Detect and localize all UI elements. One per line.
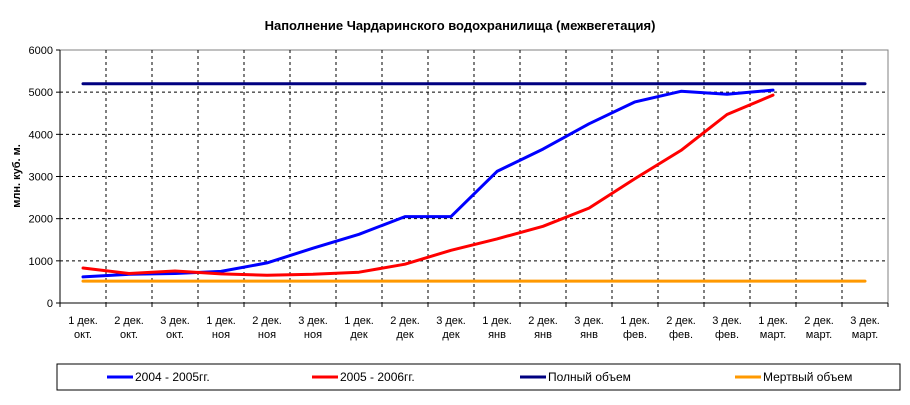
x-tick-sublabel: янв — [534, 329, 552, 341]
x-tick-sublabel: ноя — [258, 329, 276, 341]
legend-label: Мертвый объем — [763, 370, 852, 384]
x-tick-sublabel: дек — [396, 329, 414, 341]
x-tick-label: 2 дек. — [528, 315, 558, 327]
x-tick-label: 3 дек. — [850, 315, 880, 327]
x-tick-label: 1 дек. — [758, 315, 788, 327]
legend: 2004 - 2005гг. 2005 - 2006гг. Полный объем… — [56, 363, 901, 391]
x-tick-sublabel: март. — [806, 329, 832, 341]
y-tick-label: 1000 — [29, 256, 53, 268]
x-tick-sublabel: янв — [580, 329, 598, 341]
y-tick-label: 3000 — [29, 172, 53, 184]
plot-area: 0 1000 2000 3000 4000 5000 6000 1 дек. окт. 2 дек… — [29, 45, 889, 341]
x-tick-label: 1 дек. — [206, 315, 236, 327]
x-tick-label: 1 дек. — [620, 315, 650, 327]
x-tick-sublabel: ноя — [212, 329, 230, 341]
x-tick-sublabel: март. — [760, 329, 786, 341]
y-axis-label: млн. куб. м. — [11, 144, 23, 208]
x-tick-sublabel: окт. — [74, 329, 92, 341]
x-tick-sublabel: март. — [852, 329, 878, 341]
y-tick-label: 5000 — [29, 87, 53, 99]
x-tick-sublabel: дек — [442, 329, 460, 341]
legend-label: Полный объем — [548, 370, 631, 384]
x-tick-label: 2 дек. — [666, 315, 696, 327]
x-tick-sublabel: окт. — [166, 329, 184, 341]
x-tick-sublabel: фев. — [715, 329, 739, 341]
chart-title: Наполнение Чардаринского водохранилища (… — [265, 18, 656, 33]
x-tick-label: 3 дек. — [298, 315, 328, 327]
y-tick-label: 6000 — [29, 45, 53, 57]
x-tick-sublabel: янв — [488, 329, 506, 341]
x-tick-sublabel: ноя — [304, 329, 322, 341]
x-tick-label: 2 дек. — [114, 315, 144, 327]
x-tick-label: 2 дек. — [390, 315, 420, 327]
legend-label: 2005 - 2006гг. — [340, 370, 415, 384]
y-tick-label: 4000 — [29, 129, 53, 141]
x-tick-sublabel: дек — [350, 329, 368, 341]
x-tick-label: 3 дек. — [160, 315, 190, 327]
x-tick-sublabel: фев. — [623, 329, 647, 341]
legend-label: 2004 - 2005гг. — [135, 370, 210, 384]
x-tick-sublabel: окт. — [120, 329, 138, 341]
x-tick-label: 3 дек. — [712, 315, 742, 327]
x-tick-sublabel: фев. — [669, 329, 693, 341]
x-tick-label: 2 дек. — [252, 315, 282, 327]
x-tick-label: 2 дек. — [804, 315, 834, 327]
x-tick-label: 3 дек. — [436, 315, 466, 327]
x-tick-label: 1 дек. — [344, 315, 374, 327]
x-tick-label: 1 дек. — [482, 315, 512, 327]
y-tick-label: 0 — [47, 298, 53, 310]
series-line-1 — [81, 93, 775, 277]
x-tick-label: 1 дек. — [68, 315, 98, 327]
y-tick-label: 2000 — [29, 214, 53, 226]
x-tick-label: 3 дек. — [574, 315, 604, 327]
